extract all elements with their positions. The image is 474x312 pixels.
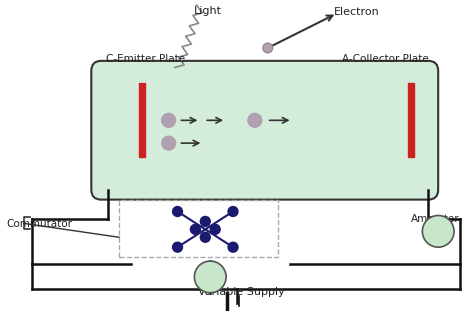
Text: Ammeter: Ammeter [411,214,460,224]
Bar [139,83,145,157]
Circle shape [194,261,226,293]
Circle shape [248,113,262,127]
Text: A: A [433,225,443,238]
Circle shape [201,217,210,227]
Text: Electron: Electron [334,7,380,17]
Text: A-Collector Plate: A-Collector Plate [342,54,428,64]
Circle shape [201,232,210,242]
Text: Light: Light [194,6,222,16]
Text: V: V [205,271,215,283]
Circle shape [162,136,175,150]
Circle shape [173,207,182,217]
Circle shape [162,113,175,127]
Bar [119,200,278,257]
Text: C-Emitter Plate: C-Emitter Plate [106,54,185,64]
Circle shape [228,242,238,252]
Circle shape [228,207,238,217]
Circle shape [191,224,201,234]
Text: Commutator: Commutator [6,219,72,229]
FancyBboxPatch shape [91,61,438,200]
Bar [409,83,414,157]
Circle shape [210,224,220,234]
Circle shape [263,43,273,53]
Circle shape [173,242,182,252]
Circle shape [422,216,454,247]
Text: Variable Supply: Variable Supply [198,287,284,297]
